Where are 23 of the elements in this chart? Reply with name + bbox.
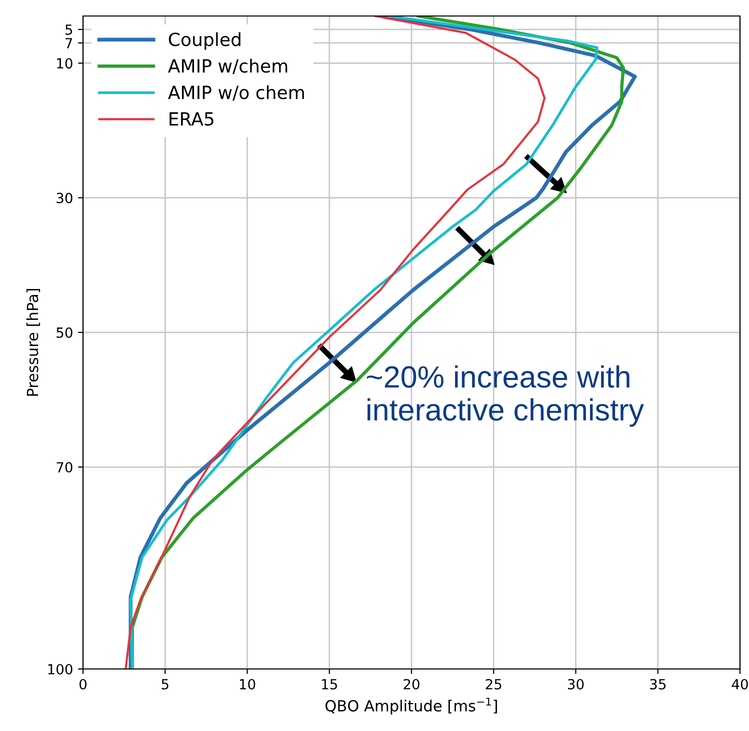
y-tick-label: 70 [56,462,72,473]
x-tick-label: 5 [162,679,168,690]
legend-label: AMIP w/chem [168,58,288,74]
y-tick-label: 7 [66,38,72,48]
x-tick-label: 30 [568,678,584,690]
y-tick-label: 10 [57,58,72,69]
x-tick-label: 20 [404,678,420,690]
x-tick-label: 35 [650,678,666,690]
y-axis-title: Pressure [hPa] [26,289,40,396]
legend-label: Coupled [168,32,240,50]
legend-label: ERA5 [170,112,214,126]
y-tick-label: 30 [56,192,72,204]
annotation: ~20% increase with interactive chemistry [366,365,644,427]
x-tick-label: 25 [486,678,502,690]
y-tick-label: 5 [66,24,72,35]
y-tick-label: 100 [48,664,72,674]
x-tick-label: 0 [79,678,86,690]
x-axis-title: QBO Amplitude [ms$^{−1}$] [326,698,497,715]
legend-label: AMIP w/o chem [168,85,304,101]
y-tick-label: 50 [56,327,72,338]
x-tick-label: 15 [322,679,337,690]
x-tick-label: 10 [240,678,256,690]
x-tick-label: 40 [732,678,748,690]
